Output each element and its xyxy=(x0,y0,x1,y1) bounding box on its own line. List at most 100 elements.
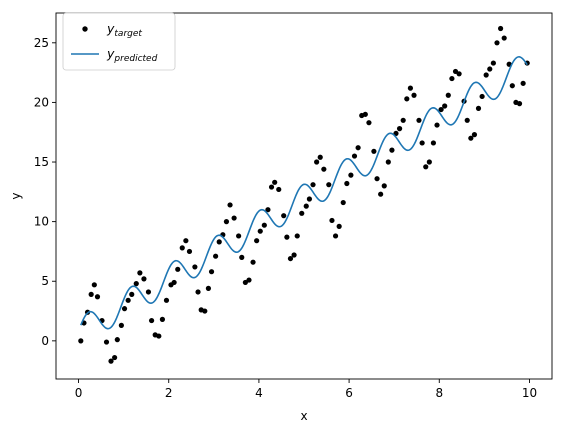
target-point xyxy=(108,358,114,364)
target-point xyxy=(483,72,489,78)
target-point xyxy=(114,337,120,343)
target-point xyxy=(250,259,256,265)
target-point xyxy=(385,159,391,165)
target-point xyxy=(287,255,294,262)
target-point xyxy=(490,60,496,66)
target-point xyxy=(411,92,417,98)
target-point xyxy=(163,297,170,303)
target-point xyxy=(291,252,297,258)
legend-predicted-sub: predicted xyxy=(113,54,157,64)
target-point xyxy=(88,291,94,297)
target-point xyxy=(103,339,110,345)
target-point xyxy=(239,254,245,260)
target-point xyxy=(468,135,474,141)
target-point xyxy=(268,184,275,190)
target-point xyxy=(396,126,403,132)
legend-box xyxy=(62,12,176,71)
target-point xyxy=(326,182,332,188)
x-axis-label: x xyxy=(300,409,307,423)
target-point xyxy=(516,101,523,107)
target-point xyxy=(445,92,451,98)
x-axis-ticks: 0 2 4 6 8 10 xyxy=(75,379,537,400)
target-point xyxy=(195,289,201,295)
y-tick-label: 20 xyxy=(34,95,49,109)
predicted-line xyxy=(80,56,528,330)
target-point xyxy=(257,228,263,234)
target-point xyxy=(340,199,346,206)
target-point xyxy=(498,25,504,32)
target-point xyxy=(299,210,305,216)
target-point xyxy=(265,207,271,213)
target-point xyxy=(456,71,462,77)
target-point xyxy=(416,117,422,123)
target-point xyxy=(216,239,222,245)
target-point xyxy=(118,322,124,328)
target-point xyxy=(434,122,440,128)
y-tick-label: 10 xyxy=(34,215,49,229)
x-tick-label: 6 xyxy=(345,386,353,400)
plot-area xyxy=(56,13,552,379)
target-point xyxy=(430,140,437,146)
x-tick-label: 0 xyxy=(75,386,83,400)
target-point xyxy=(236,233,242,239)
chart-marks xyxy=(78,25,530,364)
x-tick-label: 4 xyxy=(255,386,263,400)
target-point xyxy=(332,233,339,239)
legend-target-marker xyxy=(82,26,88,32)
target-point xyxy=(355,145,361,151)
target-point xyxy=(378,191,384,197)
target-point xyxy=(121,306,128,312)
target-point xyxy=(321,166,327,172)
target-point xyxy=(351,153,358,159)
target-point xyxy=(91,282,97,288)
target-point xyxy=(129,291,135,297)
target-point xyxy=(202,308,208,314)
target-point xyxy=(442,103,448,109)
target-point xyxy=(371,148,377,154)
target-point xyxy=(208,269,215,275)
y-tick-label: 25 xyxy=(34,36,49,50)
target-point xyxy=(246,277,252,283)
target-point xyxy=(362,111,368,117)
target-point xyxy=(261,222,267,228)
target-point xyxy=(438,106,444,113)
y-axis-label: y xyxy=(9,192,23,199)
target-point xyxy=(137,270,143,276)
target-point xyxy=(156,333,162,339)
legend-target-sub: target xyxy=(114,29,142,39)
target-point xyxy=(374,176,380,182)
y-tick-label: 0 xyxy=(41,334,49,348)
target-point xyxy=(192,264,198,270)
target-point xyxy=(227,202,233,208)
target-point xyxy=(426,159,432,165)
legend-predicted-label: ypredicted xyxy=(106,46,158,64)
target-point xyxy=(366,120,372,126)
target-point xyxy=(520,80,526,86)
target-point xyxy=(400,117,406,123)
target-point xyxy=(407,85,414,91)
x-tick-label: 8 xyxy=(435,386,443,400)
y-tick-label: 15 xyxy=(34,155,49,169)
y-axis-ticks: 0 5 10 15 20 25 xyxy=(34,36,56,348)
target-point xyxy=(175,266,181,272)
target-point xyxy=(276,186,282,193)
target-point xyxy=(501,35,507,41)
target-point xyxy=(231,215,237,221)
target-point xyxy=(145,289,152,295)
target-point xyxy=(336,223,342,229)
target-point xyxy=(205,285,212,291)
target-point xyxy=(314,159,320,165)
legend-target-label: ytarget xyxy=(106,21,142,39)
target-point xyxy=(183,238,189,244)
target-point xyxy=(148,317,155,324)
target-point xyxy=(381,183,387,189)
target-point xyxy=(179,245,185,251)
target-point xyxy=(141,276,147,282)
legend-predicted-base: y xyxy=(106,46,115,61)
target-point xyxy=(78,338,84,344)
x-tick-label: 2 xyxy=(165,386,173,400)
target-point xyxy=(509,83,515,89)
target-point xyxy=(487,66,493,72)
target-point xyxy=(494,40,500,46)
